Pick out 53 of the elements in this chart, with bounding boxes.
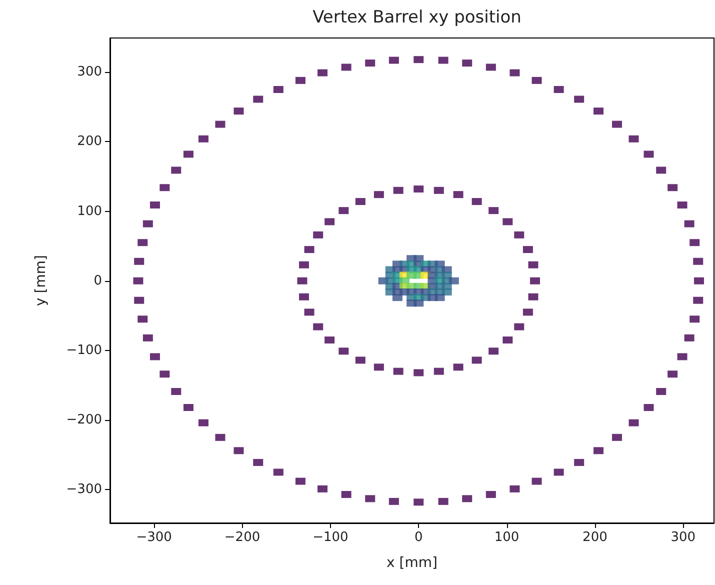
- x-axis-title: x [mm]: [386, 555, 438, 571]
- point: [313, 323, 324, 330]
- chart-title: Vertex Barrel xy position: [312, 8, 522, 28]
- y-tick-label: −100: [66, 342, 102, 358]
- point: [514, 231, 524, 238]
- x-tick-label: −200: [224, 530, 260, 545]
- x-tick-label: −300: [136, 530, 172, 545]
- point: [338, 348, 349, 355]
- y-tick-label: 200: [77, 134, 102, 150]
- point: [374, 191, 384, 198]
- point: [374, 364, 384, 371]
- point: [453, 191, 464, 198]
- point: [453, 364, 464, 371]
- point: [472, 198, 482, 206]
- y-axis-title: y [mm]: [33, 255, 49, 306]
- point: [488, 207, 499, 214]
- point: [488, 348, 499, 355]
- y-tick-label: −200: [66, 412, 102, 428]
- point: [324, 336, 335, 344]
- y-tick-label: 100: [77, 204, 102, 219]
- x-tick-label: 100: [494, 530, 520, 545]
- y-tick-label: 0: [94, 273, 102, 288]
- point: [414, 185, 424, 192]
- point: [324, 218, 335, 226]
- point: [522, 308, 533, 316]
- point: [297, 277, 308, 284]
- point: [393, 186, 404, 194]
- point: [528, 261, 538, 268]
- point: [528, 293, 538, 300]
- point: [393, 368, 404, 375]
- point: [502, 218, 513, 226]
- point: [298, 261, 309, 268]
- point: [313, 231, 324, 238]
- point: [298, 293, 309, 300]
- point: [472, 356, 482, 364]
- point: [414, 369, 424, 376]
- point: [304, 246, 314, 254]
- point: [355, 356, 366, 364]
- point: [502, 336, 513, 344]
- x-tick-label: −100: [312, 530, 348, 545]
- point: [434, 368, 444, 375]
- x-tick-label: 200: [582, 530, 608, 545]
- x-tick-label: 0: [414, 530, 423, 545]
- point: [514, 323, 524, 330]
- point: [338, 207, 349, 214]
- y-tick-label: 300: [77, 64, 102, 80]
- point: [522, 246, 533, 254]
- point: [355, 198, 366, 206]
- point: [434, 186, 444, 194]
- x-tick-label: 300: [670, 530, 696, 545]
- point: [530, 277, 540, 284]
- point: [304, 308, 314, 316]
- y-tick-label: −300: [66, 482, 102, 498]
